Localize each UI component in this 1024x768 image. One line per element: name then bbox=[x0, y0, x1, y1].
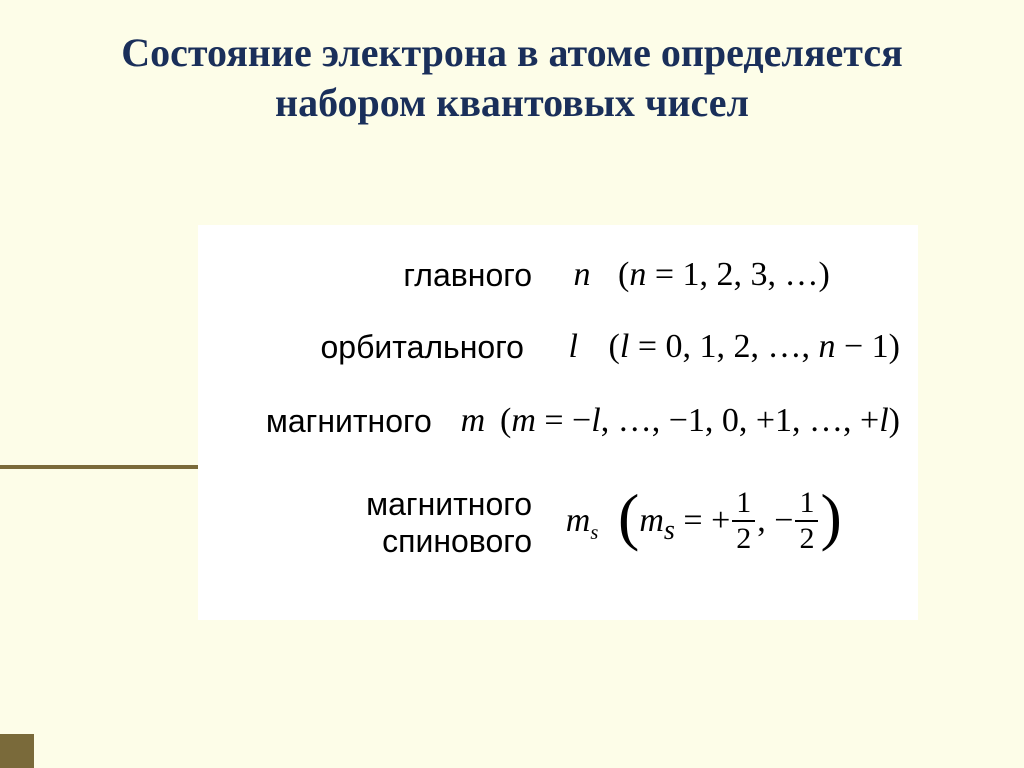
row-magnetic: магнитного m (m = −l, …, −1, 0, +1, …, +… bbox=[216, 383, 900, 459]
row-orbital: орбитального l (l = 0, 1, 2, …, n − 1) bbox=[216, 311, 900, 383]
symbol-l: l bbox=[546, 328, 601, 366]
corner-decoration bbox=[0, 734, 34, 768]
label-spin: магнитного спинового bbox=[216, 486, 554, 560]
label-principal: главного bbox=[216, 257, 554, 294]
range-m: (m = −l, …, −1, 0, +1, …, +l) bbox=[492, 402, 900, 440]
quantum-numbers-panel: главного n (n = 1, 2, 3, …) орбитального… bbox=[198, 225, 918, 620]
slide-title: Состояние электрона в атоме определяется… bbox=[0, 0, 1024, 146]
row-principal: главного n (n = 1, 2, 3, …) bbox=[216, 239, 900, 311]
accent-line bbox=[0, 465, 198, 469]
symbol-m: m bbox=[454, 402, 492, 440]
symbol-ms: ms bbox=[554, 502, 610, 545]
range-n: (n = 1, 2, 3, …) bbox=[610, 256, 830, 294]
label-magnetic: магнитного bbox=[216, 403, 454, 440]
label-orbital: орбитального bbox=[216, 329, 546, 366]
range-l: (l = 0, 1, 2, …, n − 1) bbox=[601, 328, 900, 366]
range-ms: (ms = +12, −12) bbox=[610, 490, 842, 556]
symbol-n: n bbox=[554, 256, 610, 294]
row-spin: магнитного спинового ms (ms = +12, −12) bbox=[216, 459, 900, 587]
